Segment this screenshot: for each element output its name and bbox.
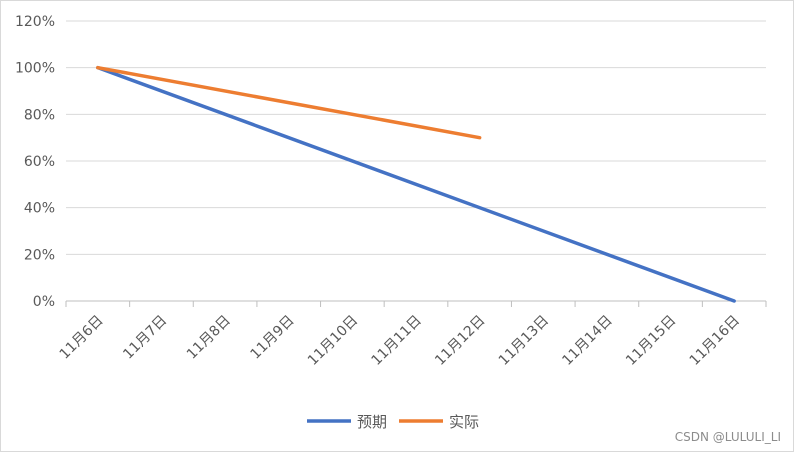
series-line-0 [96, 65, 736, 303]
y-tick-label: 100% [15, 61, 55, 77]
x-tick-label: 11月7日 [120, 313, 170, 363]
y-tick-label: 40% [24, 201, 55, 217]
legend-label: 实际 [449, 413, 479, 431]
y-tick-label: 0% [33, 294, 55, 310]
y-tick-label: 20% [24, 247, 55, 263]
y-tick-label: 80% [24, 107, 55, 123]
x-tick-label: 11月10日 [305, 313, 361, 369]
x-tick-label: 11月8日 [184, 313, 234, 363]
x-tick-label: 11月14日 [559, 313, 615, 369]
series-line-1 [96, 65, 482, 140]
x-tick-label: 11月16日 [687, 313, 743, 369]
x-tick-label: 11月13日 [496, 313, 552, 369]
y-tick-label: 60% [24, 154, 55, 170]
legend-label: 预期 [357, 413, 387, 431]
watermark: CSDN @LULULI_LI [675, 430, 781, 444]
y-tick-label: 120% [15, 14, 55, 30]
x-tick-label: 11月9日 [248, 313, 298, 363]
x-tick-label: 11月11日 [369, 313, 425, 369]
x-tick-label: 11月6日 [57, 313, 107, 363]
x-tick-label: 11月15日 [623, 313, 679, 369]
x-tick-label: 11月12日 [432, 313, 488, 369]
